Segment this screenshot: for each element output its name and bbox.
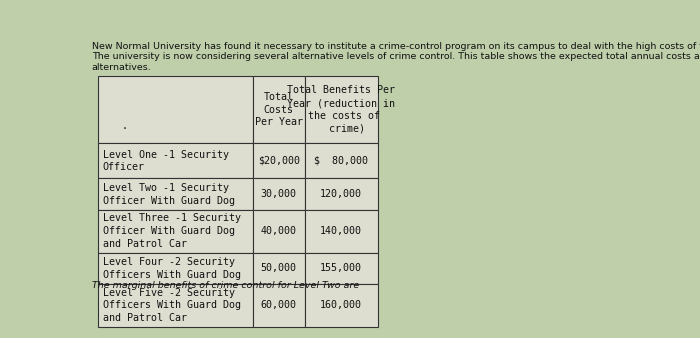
Text: Level Two -1 Security
Officer With Guard Dog: Level Two -1 Security Officer With Guard… bbox=[103, 183, 234, 206]
Text: 30,000: 30,000 bbox=[260, 189, 297, 199]
Text: .: . bbox=[122, 121, 127, 131]
Bar bbox=[304, 253, 378, 284]
Text: The university is now considering several alternative levels of crime control. T: The university is now considering severa… bbox=[92, 52, 700, 61]
Bar bbox=[98, 284, 253, 327]
Text: New Normal University has found it necessary to institute a crime-control progra: New Normal University has found it neces… bbox=[92, 42, 700, 51]
Text: Level Three -1 Security
Officer With Guard Dog
and Patrol Car: Level Three -1 Security Officer With Gua… bbox=[103, 213, 241, 249]
Text: 40,000: 40,000 bbox=[260, 226, 297, 236]
Text: Total
Costs
Per Year: Total Costs Per Year bbox=[255, 92, 302, 127]
Text: 60,000: 60,000 bbox=[260, 300, 297, 310]
Text: alternatives.: alternatives. bbox=[92, 63, 152, 72]
Bar bbox=[304, 178, 378, 210]
Bar bbox=[98, 210, 253, 253]
Bar bbox=[253, 284, 304, 327]
Text: Level Four -2 Security
Officers With Guard Dog: Level Four -2 Security Officers With Gua… bbox=[103, 257, 241, 280]
Bar bbox=[253, 143, 304, 178]
Bar bbox=[253, 210, 304, 253]
Bar bbox=[304, 76, 378, 143]
Text: $  80,000: $ 80,000 bbox=[314, 156, 368, 166]
Bar bbox=[304, 143, 378, 178]
Bar bbox=[98, 143, 253, 178]
Text: 50,000: 50,000 bbox=[260, 263, 297, 273]
Text: Total Benefits Per
Year (reduction in
 the costs of
  crime): Total Benefits Per Year (reduction in th… bbox=[287, 85, 395, 134]
Text: $20,000: $20,000 bbox=[258, 156, 300, 166]
Bar bbox=[253, 76, 304, 143]
Text: 120,000: 120,000 bbox=[320, 189, 362, 199]
Text: 160,000: 160,000 bbox=[320, 300, 362, 310]
Text: 155,000: 155,000 bbox=[320, 263, 362, 273]
Text: The marginal benefits of crime control for Level Two are: The marginal benefits of crime control f… bbox=[92, 282, 359, 290]
Bar bbox=[253, 253, 304, 284]
Bar bbox=[304, 210, 378, 253]
Text: 140,000: 140,000 bbox=[320, 226, 362, 236]
Text: Level Five -2 Security
Officers With Guard Dog
and Patrol Car: Level Five -2 Security Officers With Gua… bbox=[103, 288, 241, 323]
Bar bbox=[98, 76, 253, 143]
Bar bbox=[304, 284, 378, 327]
Text: Level One -1 Security
Officer: Level One -1 Security Officer bbox=[103, 149, 229, 172]
Bar bbox=[253, 178, 304, 210]
Bar bbox=[98, 253, 253, 284]
Bar bbox=[98, 178, 253, 210]
